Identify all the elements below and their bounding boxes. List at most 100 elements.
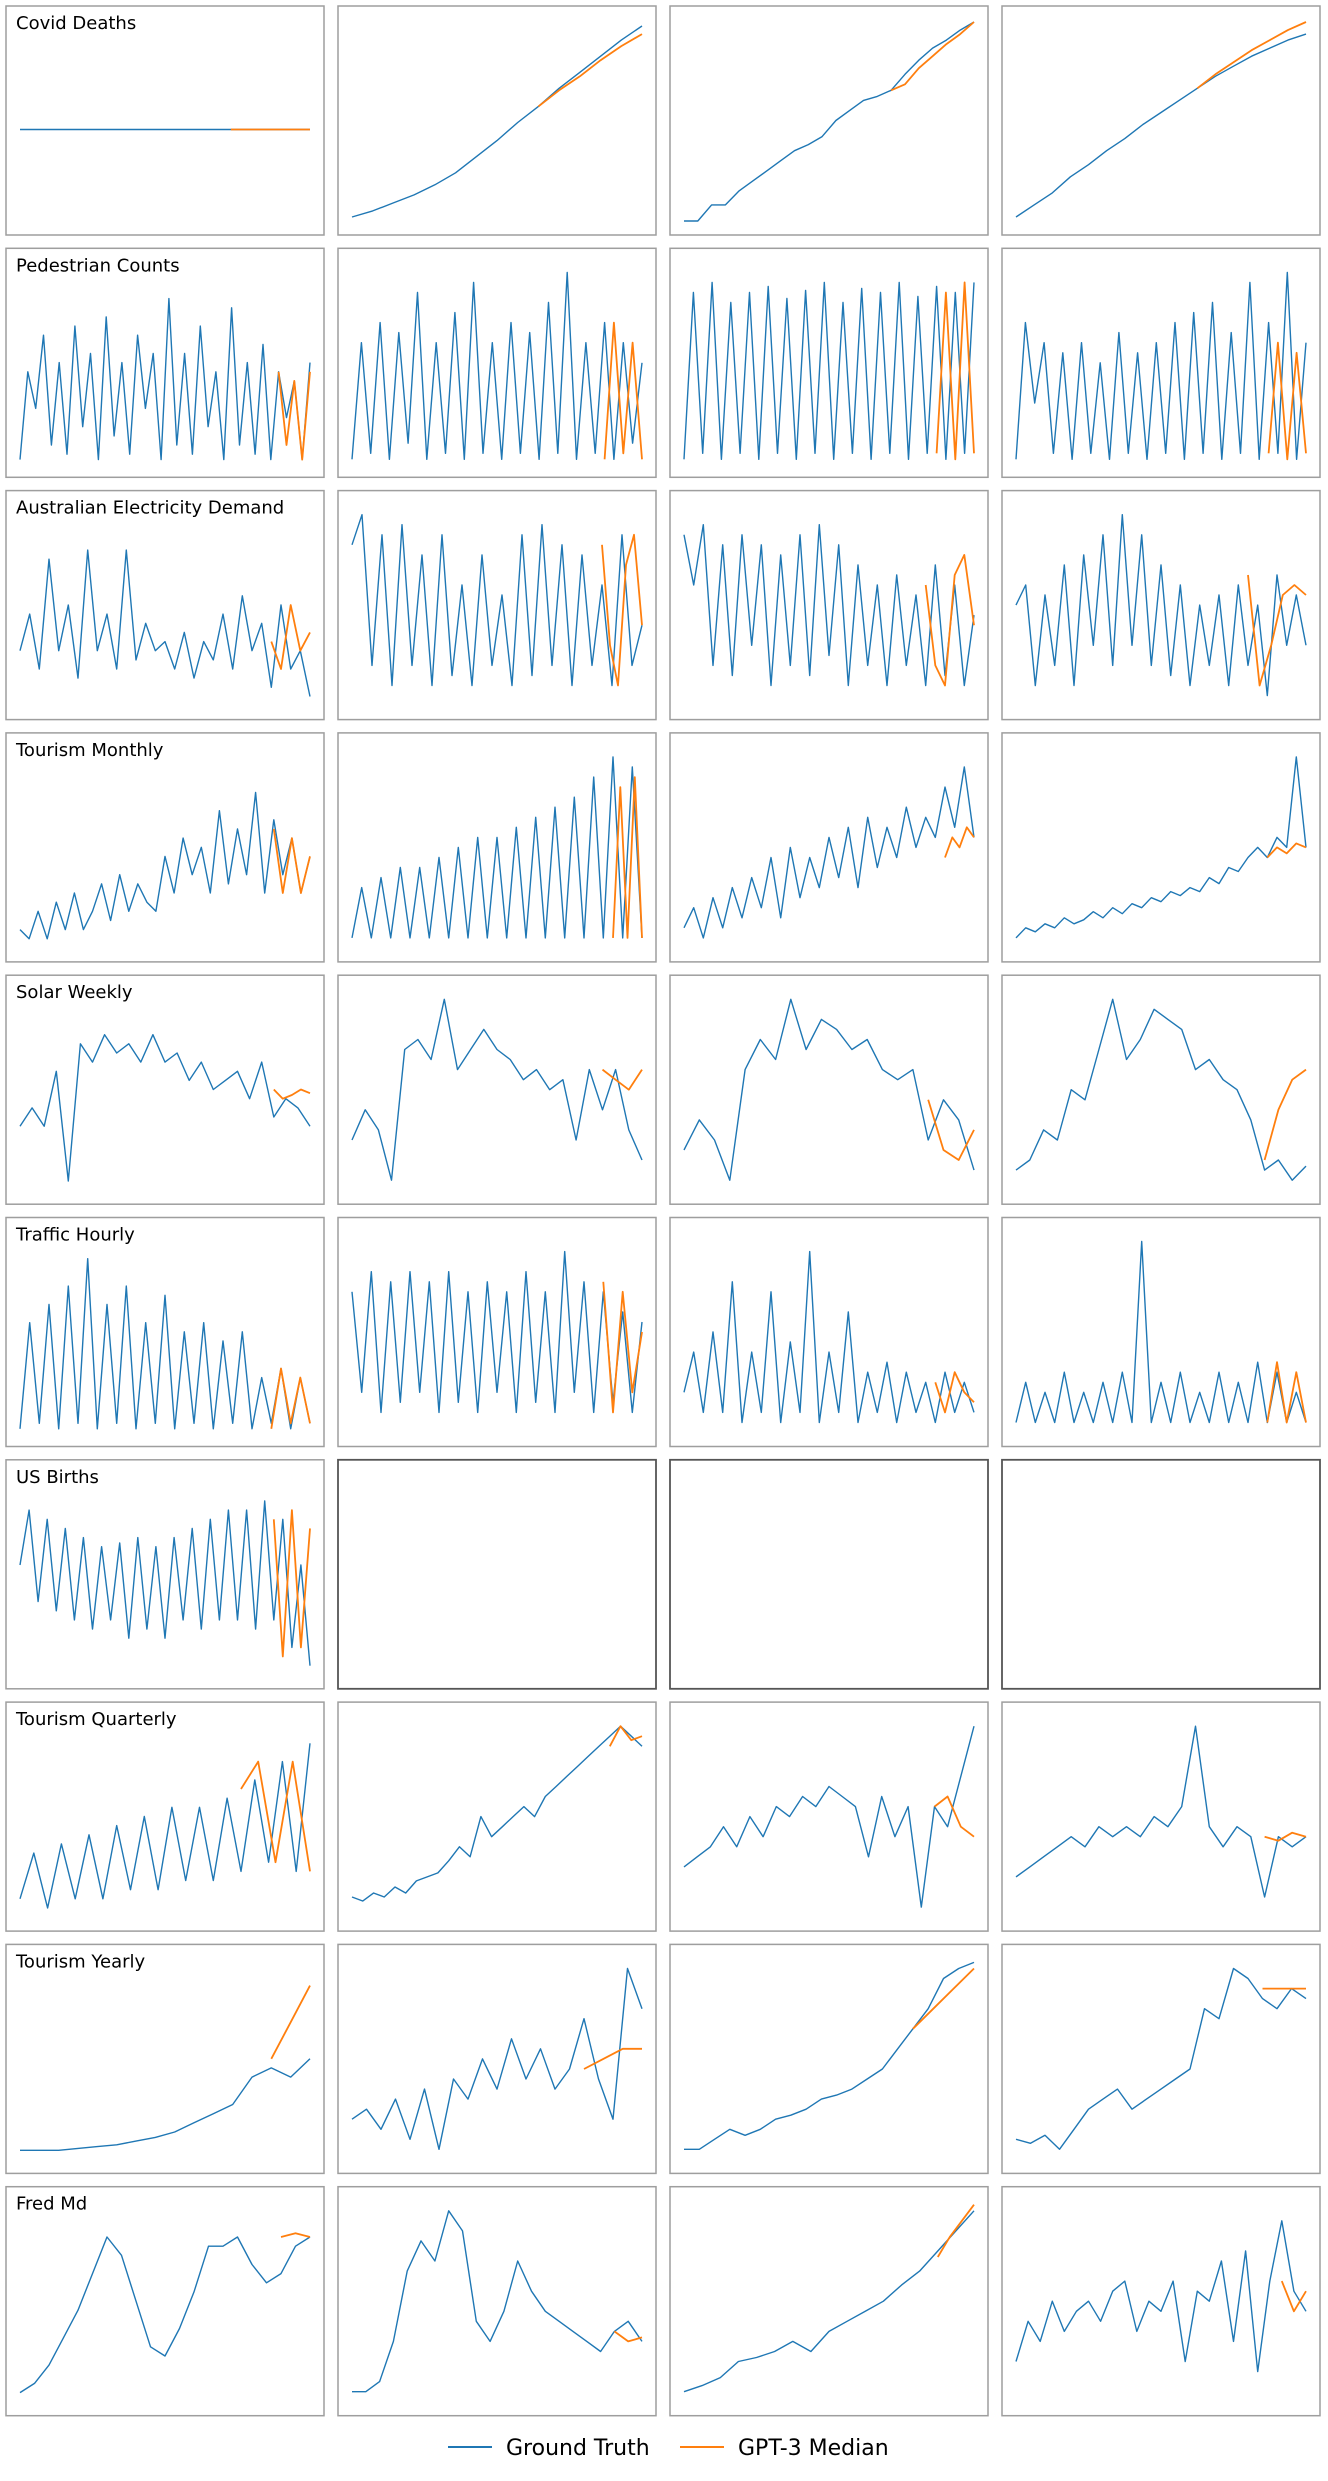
ground-truth-line	[1015, 756, 1307, 939]
row-title: Tourism Yearly	[15, 1951, 146, 1972]
gpt3-median-line	[603, 321, 643, 460]
ground-truth-line	[1015, 1240, 1307, 1424]
panel-3-4	[1001, 489, 1321, 721]
ground-truth-line	[351, 514, 643, 687]
panel-frame	[5, 5, 325, 236]
gpt3-median-line	[613, 2330, 643, 2343]
gpt3-median-line	[924, 554, 975, 687]
gpt3-median-line	[1266, 1361, 1307, 1424]
ground-truth-line	[683, 766, 975, 939]
ground-truth-line	[20, 2058, 311, 2151]
ground-truth-line	[19, 1500, 311, 1666]
panel-frame	[337, 5, 657, 236]
panel-5-1	[5, 974, 325, 1205]
gpt3-median-line	[277, 371, 311, 461]
ground-truth-line	[683, 2210, 975, 2393]
row-title: Fred Md	[16, 2194, 87, 2215]
gpt3-median-line	[927, 1099, 975, 1161]
gpt3-median-line	[270, 1985, 311, 2060]
gpt3-median-line	[912, 1967, 975, 2030]
ground-truth-line	[19, 1034, 311, 1182]
panel-frame	[337, 1458, 657, 1690]
panel-frame	[1001, 732, 1321, 963]
panel-10-3	[669, 2185, 989, 2417]
gpt3-median-line	[934, 1371, 975, 1414]
panel-frame	[669, 1701, 989, 1932]
ground-truth-line	[19, 1258, 311, 1430]
panel-1-3	[669, 5, 989, 236]
panel-frame	[1001, 489, 1321, 721]
gpt3-median-line	[272, 828, 311, 894]
panel-frame	[669, 974, 989, 1205]
gpt3-median-line	[240, 1760, 311, 1872]
gpt3-median-line	[1267, 341, 1307, 461]
panel-7-3	[669, 1458, 989, 1690]
panel-2-4	[1001, 247, 1321, 479]
ground-truth-line	[19, 791, 311, 940]
gpt3-median-line	[944, 826, 975, 858]
row-title: US Births	[16, 1467, 99, 1488]
panel-frame	[337, 1701, 657, 1932]
panel-10-1	[5, 2185, 325, 2417]
panel-frame	[1001, 5, 1321, 236]
ground-truth-line	[684, 21, 975, 222]
gpt3-median-line	[935, 281, 975, 461]
panel-frame	[669, 1458, 989, 1690]
ground-truth-line	[351, 998, 643, 1181]
panel-4-1	[5, 732, 325, 963]
panel-7-4	[1001, 1458, 1321, 1690]
gpt3-median-line	[609, 1725, 643, 1747]
ground-truth-line	[352, 2210, 643, 2393]
panel-frame	[5, 1701, 325, 1932]
panel-frame	[337, 2185, 657, 2417]
gpt3-median-line	[537, 33, 643, 108]
panel-frame	[1001, 1701, 1321, 1932]
ground-truth-line	[351, 25, 643, 218]
panel-frame	[1001, 2185, 1321, 2417]
panel-8-1	[5, 1701, 325, 1932]
ground-truth-line	[351, 1725, 643, 1902]
gpt3-median-line	[270, 604, 311, 670]
panel-10-4	[1001, 2185, 1321, 2417]
gpt3-median-line	[1264, 1831, 1307, 1842]
panel-frame	[669, 732, 989, 963]
row-title: Traffic Hourly	[15, 1225, 135, 1246]
gpt3-median-line	[1196, 21, 1307, 90]
panel-frame	[337, 1943, 657, 2175]
ground-truth-line	[1015, 998, 1307, 1181]
gpt3-median-line	[583, 2047, 642, 2070]
panel-7-2	[337, 1458, 657, 1690]
panel-5-4	[1001, 974, 1321, 1205]
panel-9-3	[669, 1943, 989, 2175]
gpt3-median-line	[612, 776, 643, 939]
panel-frame	[5, 2185, 325, 2417]
panel-6-2	[337, 1216, 657, 1448]
row-title: Tourism Quarterly	[15, 1709, 177, 1730]
row-title: Tourism Monthly	[15, 740, 164, 761]
ground-truth-line	[684, 1961, 975, 2150]
panel-4-3	[669, 732, 989, 963]
ground-truth-line	[683, 1250, 975, 1424]
legend-label: Ground Truth	[506, 2436, 650, 2461]
panel-2-3	[669, 247, 989, 479]
panel-frame	[669, 489, 989, 721]
ground-truth-line	[683, 1726, 975, 1908]
ground-truth-line	[351, 756, 643, 939]
row-title: Covid Deaths	[16, 13, 136, 34]
panel-frame	[5, 1459, 325, 1690]
panel-frame	[5, 1216, 325, 1448]
panel-frame	[669, 2185, 989, 2417]
panel-frame	[1001, 247, 1321, 479]
row-title: Pedestrian Counts	[16, 255, 180, 276]
ground-truth-line	[1015, 271, 1307, 460]
ground-truth-line	[351, 1967, 643, 2150]
ground-truth-line	[1015, 1725, 1307, 1898]
gpt3-median-line	[601, 533, 643, 687]
panel-frame	[1001, 974, 1321, 1205]
ground-truth-line	[19, 297, 311, 461]
panel-8-3	[669, 1701, 989, 1932]
panel-6-4	[1001, 1216, 1321, 1448]
panel-2-2	[337, 247, 657, 479]
ground-truth-line	[351, 1250, 643, 1414]
panel-7-1	[5, 1459, 325, 1690]
